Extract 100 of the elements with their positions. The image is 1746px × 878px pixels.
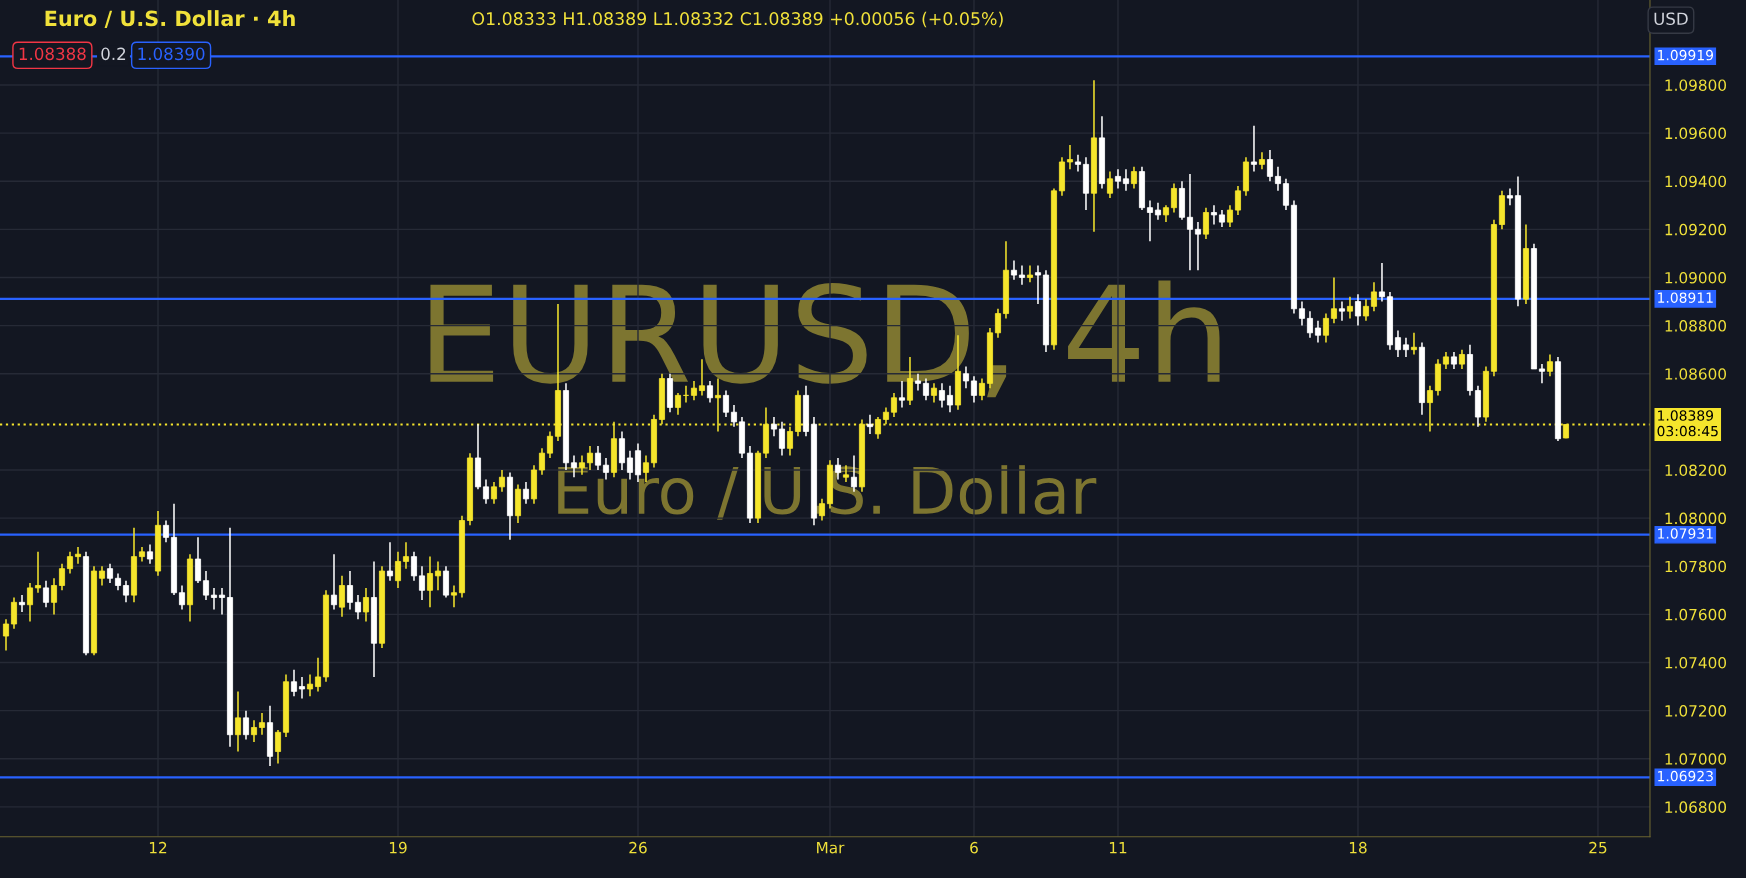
x-tick-label: 25 — [1589, 841, 1607, 854]
candlestick — [354, 594, 362, 620]
candlestick — [194, 536, 202, 584]
ref-line-label: 1.06923 — [1658, 770, 1713, 782]
text: USD — [1654, 12, 1688, 26]
ref-line-label: 1.08911 — [1658, 292, 1713, 303]
candlestick — [1146, 199, 1153, 243]
candlestick — [1394, 329, 1401, 358]
candlestick — [1546, 353, 1553, 377]
candlestick — [362, 587, 370, 623]
candlestick — [146, 543, 154, 565]
candlestick — [26, 582, 34, 623]
candlestick — [1354, 293, 1361, 327]
annotation: 1.08390 — [138, 47, 205, 61]
y-tick-label: 1.07600 — [1665, 608, 1727, 621]
candlestick — [1538, 363, 1545, 385]
candlestick — [1506, 187, 1513, 207]
candlestick — [1122, 168, 1129, 192]
candlestick — [770, 416, 778, 438]
candlestick — [98, 565, 106, 587]
candlestick — [866, 413, 873, 435]
candlestick — [434, 560, 442, 592]
candlestick — [1338, 300, 1345, 322]
candlestick — [234, 690, 242, 753]
ref-line-label: 1.08389 03:08:45 — [1657, 410, 1718, 437]
candlestick — [1306, 310, 1313, 339]
candlestick — [1018, 264, 1025, 286]
x-tick-label: 26 — [629, 841, 647, 854]
x-tick-label: Mar — [817, 842, 845, 854]
candlestick — [210, 587, 218, 611]
y-tick-label: 1.08000 — [1665, 512, 1727, 525]
candlestick — [338, 575, 346, 618]
candlestick — [1202, 206, 1209, 240]
candlestick — [1226, 204, 1233, 228]
y-tick-label: 1.08200 — [1665, 464, 1727, 477]
candlestick — [66, 551, 74, 575]
candlestick — [242, 709, 250, 741]
y-tick-label: 1.09400 — [1665, 175, 1727, 188]
candlestick — [58, 563, 66, 592]
y-tick-label: 1.09200 — [1665, 223, 1727, 236]
candlestick — [42, 579, 50, 608]
y-tick-label: 1.07400 — [1665, 656, 1727, 669]
text: O1.08333 H1.08389 L1.08332 C1.08389 +0.00056 (+0.05%) — [472, 11, 1003, 28]
candlestick — [1322, 312, 1329, 344]
candlestick — [290, 668, 298, 697]
candlestick — [1314, 320, 1321, 344]
candlestick — [730, 404, 738, 428]
candlestick — [394, 551, 402, 589]
candlestick — [218, 587, 226, 616]
candlestick — [426, 555, 434, 608]
annotation: 0.2 — [101, 47, 126, 61]
y-tick-label: 1.06800 — [1665, 801, 1727, 813]
candlestick — [1282, 178, 1289, 211]
candlestick — [546, 430, 554, 459]
candlestick — [18, 594, 26, 613]
candlestick — [202, 570, 210, 601]
candlestick — [34, 551, 42, 594]
annotation: 1.08388 — [19, 47, 86, 61]
y-tick-label: 1.09600 — [1665, 127, 1727, 140]
candlestick — [1066, 144, 1073, 170]
x-tick-label: 12 — [149, 841, 167, 854]
candlestick — [314, 656, 322, 693]
candlestick — [122, 579, 130, 604]
y-tick-label: 1.08800 — [1665, 320, 1727, 332]
candlestick — [1346, 295, 1353, 320]
candlestick — [1410, 332, 1417, 356]
candlestick — [1010, 259, 1017, 281]
y-tick-label: 1.07200 — [1665, 705, 1727, 717]
candlestick — [2, 618, 10, 652]
x-tick-label: 19 — [389, 841, 407, 854]
candlestick — [1362, 298, 1369, 322]
candlestick — [538, 447, 546, 476]
candlestick — [522, 481, 530, 505]
candlestick — [1370, 281, 1377, 312]
ref-line-label: 1.07931 — [1658, 528, 1713, 539]
chart-title: Euro / U.S. Dollar · 4h — [45, 10, 295, 28]
candlestick — [1266, 149, 1273, 182]
candlestick — [1194, 221, 1201, 272]
x-tick-label: 11 — [1109, 842, 1127, 854]
candlestick — [402, 541, 410, 570]
candlestick — [1170, 182, 1177, 214]
ref-line-label: 1.09919 — [1658, 49, 1714, 61]
candlestick — [1402, 336, 1409, 358]
candlestick — [1274, 166, 1281, 192]
candlestick — [1458, 348, 1465, 370]
y-tick-label: 1.09000 — [1665, 271, 1727, 284]
candlestick — [330, 553, 338, 611]
candlestick — [482, 478, 490, 505]
candlestick — [1234, 185, 1241, 216]
candlestick — [306, 673, 314, 697]
y-tick-label: 1.08600 — [1665, 368, 1727, 380]
candlestick — [178, 584, 186, 611]
candlestick — [1250, 125, 1257, 173]
candlestick — [1298, 300, 1305, 327]
candlestick — [1186, 173, 1193, 272]
candlestick — [386, 541, 394, 582]
candlestick — [418, 565, 426, 601]
candlestick — [346, 570, 354, 611]
y-tick-label: 1.07800 — [1665, 560, 1727, 573]
candlestick — [1378, 262, 1385, 303]
